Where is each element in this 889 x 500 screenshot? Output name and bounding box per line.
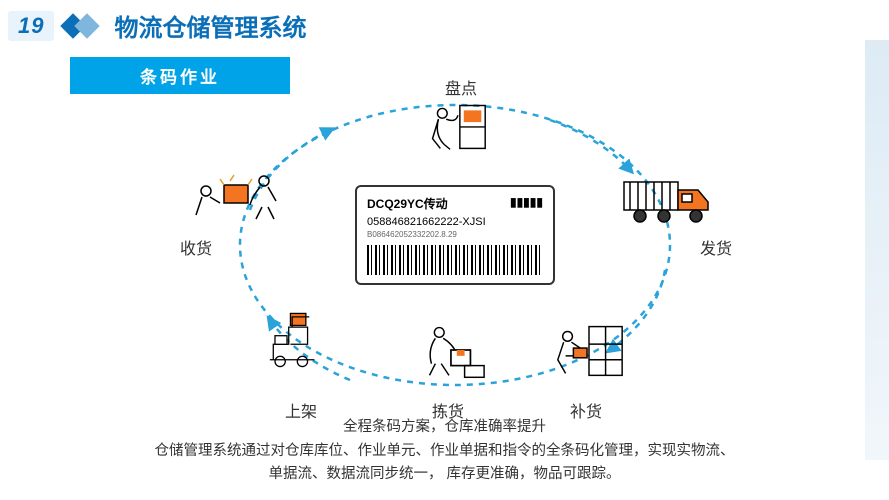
page-number-badge: 19 bbox=[8, 11, 54, 41]
label-fahuo: 发货 bbox=[700, 235, 732, 259]
illus-fahuo bbox=[620, 170, 716, 230]
illus-shouhuo bbox=[190, 165, 290, 225]
label-shouhuo: 收货 bbox=[180, 235, 212, 259]
footer-line2: 仓储管理系统通过对仓库库位、作业单元、作业单据和指令的全条码化管理，实现实物流、 bbox=[40, 440, 849, 463]
card-line1-right: ▮▮▮▮▮ bbox=[510, 195, 543, 212]
card-line3: B086462052332202.8.29 bbox=[367, 230, 543, 239]
footer-line1: 全程条码方案，仓库准确率提升 bbox=[40, 416, 849, 439]
barcode-card: DCQ29YC传动 ▮▮▮▮▮ 058846821662222-XJSI B08… bbox=[355, 185, 555, 285]
illus-buhuo bbox=[550, 320, 628, 380]
illus-shangjia bbox=[260, 310, 338, 370]
footer-text: 全程条码方案，仓库准确率提升 仓储管理系统通过对仓库库位、作业单元、作业单据和指… bbox=[0, 416, 889, 486]
page-title: 物流仓储管理系统 bbox=[114, 8, 306, 43]
cycle-diagram: DCQ29YC传动 ▮▮▮▮▮ 058846821662222-XJSI B08… bbox=[200, 80, 710, 410]
brand-diamond-icon bbox=[64, 13, 104, 39]
card-line1-left: DCQ29YC传动 bbox=[367, 195, 448, 212]
right-gradient-strip bbox=[865, 40, 889, 460]
illus-jianhuo bbox=[410, 320, 488, 380]
illus-pandian bbox=[415, 95, 493, 155]
label-pandian: 盘点 bbox=[445, 75, 477, 99]
card-line2: 058846821662222-XJSI bbox=[367, 216, 543, 228]
footer-line3: 单据流、数据流同步统一， 库存更准确，物品可跟踪。 bbox=[40, 463, 849, 486]
barcode-icon bbox=[367, 245, 543, 275]
